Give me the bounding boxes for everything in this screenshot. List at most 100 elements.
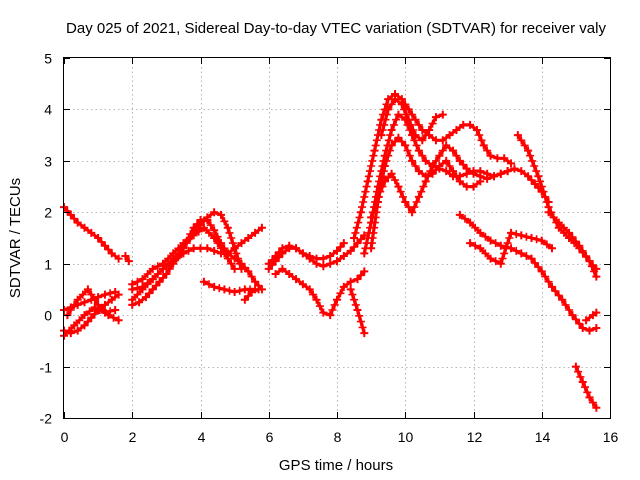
interp-marker — [380, 120, 389, 129]
interp-marker — [491, 257, 500, 266]
interp-marker — [409, 126, 418, 134]
data-point-marker — [476, 244, 485, 253]
interp-marker — [417, 187, 426, 196]
data-point-marker — [319, 308, 328, 317]
data-point-marker — [138, 275, 147, 284]
interp-marker — [517, 136, 526, 145]
data-point-marker — [124, 257, 133, 266]
data-point-marker — [182, 236, 191, 245]
interp-marker — [145, 289, 154, 298]
data-point-marker — [356, 208, 365, 217]
y-tick-label: 5 — [44, 51, 52, 67]
data-point-marker — [408, 208, 417, 217]
interp-marker — [419, 182, 428, 191]
interp-marker — [225, 286, 234, 295]
interp-marker — [571, 315, 580, 324]
interp-marker — [172, 254, 181, 263]
interp-marker — [537, 182, 546, 191]
x-tick-label: 10 — [398, 429, 414, 445]
data-point-marker — [575, 241, 584, 250]
interp-marker — [412, 198, 421, 206]
interp-marker — [133, 290, 142, 299]
interp-marker — [205, 228, 213, 237]
data-point-marker — [237, 239, 246, 248]
data-point-marker — [421, 156, 430, 165]
interp-marker — [351, 300, 360, 309]
interp-marker — [356, 271, 365, 280]
data-point-marker — [285, 241, 294, 250]
data-point-marker — [496, 259, 505, 268]
data-point-marker — [397, 100, 406, 109]
data-point-marker — [578, 324, 587, 332]
data-point-marker — [271, 270, 280, 278]
data-point-marker — [333, 257, 341, 266]
data-point-marker — [582, 316, 591, 325]
data-point-marker — [254, 285, 263, 294]
interp-marker — [471, 241, 480, 250]
interp-marker — [512, 230, 521, 239]
interp-marker — [247, 272, 256, 281]
data-point-marker — [285, 270, 294, 278]
data-point-marker — [452, 126, 461, 134]
data-point-marker — [442, 167, 451, 176]
interp-marker — [520, 141, 529, 150]
data-point-marker — [70, 321, 79, 330]
interp-marker — [384, 136, 393, 145]
interp-marker — [452, 172, 461, 181]
data-point-marker — [196, 244, 205, 253]
data-point-marker — [83, 285, 92, 294]
data-point-marker — [554, 218, 563, 227]
data-point-marker — [394, 110, 403, 119]
interp-marker — [530, 162, 539, 170]
data-point-marker — [80, 311, 89, 320]
data-point-marker — [326, 311, 335, 320]
interp-marker — [275, 248, 283, 257]
y-tick-label: 3 — [44, 154, 52, 170]
data-point-marker — [339, 252, 348, 260]
data-series-track-14 — [264, 239, 348, 268]
interp-marker — [512, 246, 521, 255]
data-series-track-21 — [377, 95, 447, 145]
data-point-marker — [176, 249, 185, 258]
interp-marker — [424, 172, 432, 181]
data-point-marker — [100, 300, 109, 309]
interp-marker — [152, 281, 161, 290]
interp-marker — [503, 239, 512, 248]
data-point-marker — [445, 131, 454, 140]
data-point-marker — [80, 298, 89, 307]
data-point-marker — [486, 151, 495, 160]
interp-marker — [381, 115, 390, 124]
interp-marker — [410, 136, 419, 145]
interp-marker — [359, 198, 368, 206]
interp-marker — [352, 223, 361, 232]
interp-marker — [549, 213, 558, 222]
interp-marker — [461, 214, 469, 223]
interp-marker — [387, 100, 396, 109]
interp-marker — [452, 151, 461, 160]
interp-marker — [104, 245, 113, 254]
interp-marker — [527, 176, 536, 185]
data-point-marker — [466, 239, 475, 248]
interp-marker — [587, 262, 596, 271]
interp-marker — [498, 254, 507, 263]
data-point-marker — [496, 169, 505, 178]
interp-marker — [369, 228, 378, 237]
data-point-marker — [189, 244, 198, 253]
interp-marker — [544, 277, 553, 286]
data-point-marker — [305, 285, 314, 294]
data-point-marker — [462, 182, 471, 191]
interp-marker — [532, 167, 541, 176]
data-point-marker — [425, 126, 434, 134]
interp-marker — [225, 228, 234, 237]
data-point-marker — [404, 115, 413, 124]
data-series-track-22 — [455, 210, 601, 335]
data-point-marker — [312, 254, 321, 263]
interp-marker — [426, 167, 435, 176]
interp-marker — [143, 270, 152, 278]
data-point-marker — [414, 146, 423, 155]
interp-marker — [215, 284, 224, 293]
data-point-marker — [94, 300, 103, 309]
data-point-marker — [476, 228, 485, 237]
data-point-marker — [438, 136, 447, 145]
data-point-marker — [367, 213, 376, 222]
